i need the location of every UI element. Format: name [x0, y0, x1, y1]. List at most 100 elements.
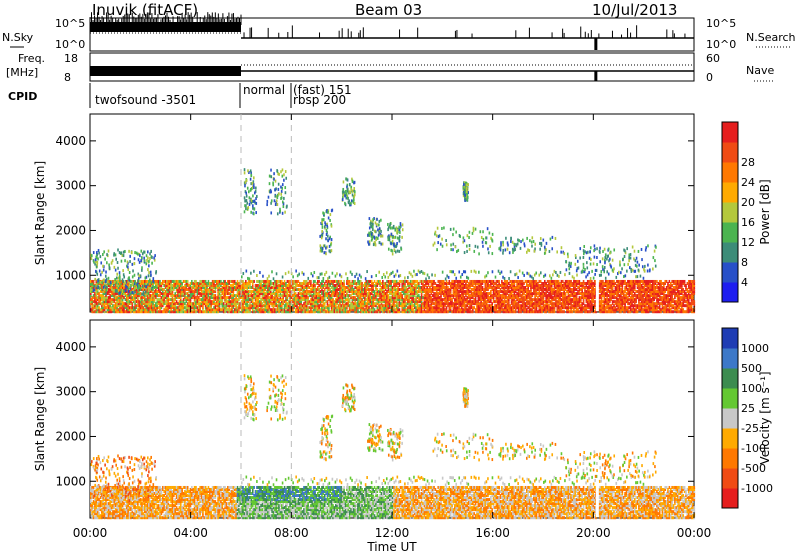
scatter-cell: [109, 296, 111, 300]
scatter-cell: [246, 302, 249, 306]
scatter-cell: [247, 296, 250, 300]
scatter-cell: [369, 298, 372, 302]
scatter-cell: [174, 286, 177, 290]
scatter-cell: [455, 279, 458, 283]
scatter-cell: [113, 308, 116, 312]
scatter-cell: [272, 306, 275, 310]
scatter-cell: [202, 294, 204, 298]
scatter-cell: [168, 284, 171, 288]
scatter-cell: [258, 279, 261, 283]
scatter-cell: [359, 294, 362, 298]
scatter-cell: [120, 296, 123, 300]
scatter-cell: [200, 286, 203, 290]
scatter-cell: [334, 302, 337, 306]
scatter-cell: [330, 306, 333, 310]
scatter-cell: [281, 288, 283, 292]
scatter-cell: [269, 310, 272, 314]
scatter-cell: [182, 302, 185, 306]
scatter-cell: [213, 286, 215, 290]
scatter-cell: [137, 304, 139, 308]
scatter-cell: [519, 304, 521, 308]
scatter-cell: [408, 308, 410, 312]
scatter-cell: [322, 300, 325, 304]
scatter-cell: [404, 304, 406, 308]
scatter-cell: [400, 279, 402, 283]
scatter-cell: [166, 279, 168, 283]
scatter-cell: [322, 286, 325, 290]
scatter-cell: [459, 279, 462, 283]
scatter-cell: [304, 306, 307, 310]
scatter-cell: [116, 304, 118, 308]
scatter-cell: [305, 290, 308, 294]
scatter-cell: [419, 304, 422, 308]
scatter-cell: [202, 284, 204, 288]
scatter-cell: [377, 302, 380, 306]
scatter-cell: [451, 279, 453, 283]
scatter-cell: [231, 304, 233, 308]
scatter-cell: [188, 286, 190, 290]
scatter-cell: [107, 292, 110, 296]
scatter-cell: [411, 288, 413, 292]
scatter-cell: [368, 310, 370, 314]
scatter-cell: [431, 302, 434, 306]
scatter-cell: [175, 279, 178, 283]
scatter-cell: [372, 294, 374, 298]
scatter-cell: [431, 306, 434, 310]
scatter-cell: [92, 308, 95, 312]
scatter-cell: [155, 281, 157, 285]
scatter-cell: [376, 294, 379, 298]
scatter-cell: [352, 290, 355, 294]
scatter-cell: [294, 284, 297, 288]
scatter-cell: [409, 306, 412, 310]
scatter-cell: [246, 288, 249, 292]
scatter-cell: [92, 281, 95, 285]
scatter-cell: [178, 302, 181, 306]
scatter-cell: [430, 288, 433, 292]
scatter-cell: [544, 288, 546, 292]
scatter-cell: [182, 290, 185, 294]
scatter-cell: [429, 298, 431, 302]
scatter-cell: [492, 279, 495, 283]
scatter-cell: [423, 300, 426, 304]
scatter-cell: [272, 308, 275, 312]
scatter-cell: [373, 304, 376, 308]
scatter-cell: [365, 294, 368, 298]
scatter-cell: [164, 284, 167, 288]
scatter-cell: [523, 281, 525, 285]
scatter-cell: [405, 296, 408, 300]
scatter-cell: [174, 284, 177, 288]
scatter-cell: [299, 300, 301, 304]
scatter-cell: [376, 279, 379, 283]
nave-ytick-top: 60: [706, 52, 720, 65]
scatter-cell: [225, 306, 228, 310]
scatter-cell: [98, 281, 100, 285]
scatter-cell: [303, 281, 305, 285]
scatter-cell: [214, 294, 217, 298]
scatter-cell: [141, 302, 143, 306]
scatter-cell: [304, 286, 307, 290]
scatter-cell: [440, 294, 442, 298]
scatter-cell: [350, 302, 352, 306]
scatter-cell: [325, 310, 327, 314]
scatter-cell: [292, 288, 294, 292]
scatter-cell: [128, 290, 131, 294]
scatter-cell: [300, 302, 302, 306]
scatter-cell: [339, 306, 341, 310]
scatter-cell: [296, 279, 298, 283]
scatter-cell: [161, 279, 164, 283]
scatter-cell: [225, 290, 228, 294]
scatter-cell: [402, 306, 405, 310]
scatter-cell: [463, 290, 466, 294]
scatter-cell: [179, 296, 182, 300]
scatter-cell: [463, 284, 466, 288]
scatter-cell: [186, 284, 189, 288]
scatter-cell: [125, 290, 128, 294]
scatter-cell: [269, 300, 272, 304]
scatter-cell: [546, 294, 549, 298]
scatter-cell: [431, 298, 434, 302]
scatter-cell: [127, 302, 129, 306]
scatter-cell: [268, 304, 271, 308]
scatter-cell: [413, 302, 416, 306]
scatter-cell: [347, 300, 350, 304]
scatter-cell: [227, 300, 229, 304]
